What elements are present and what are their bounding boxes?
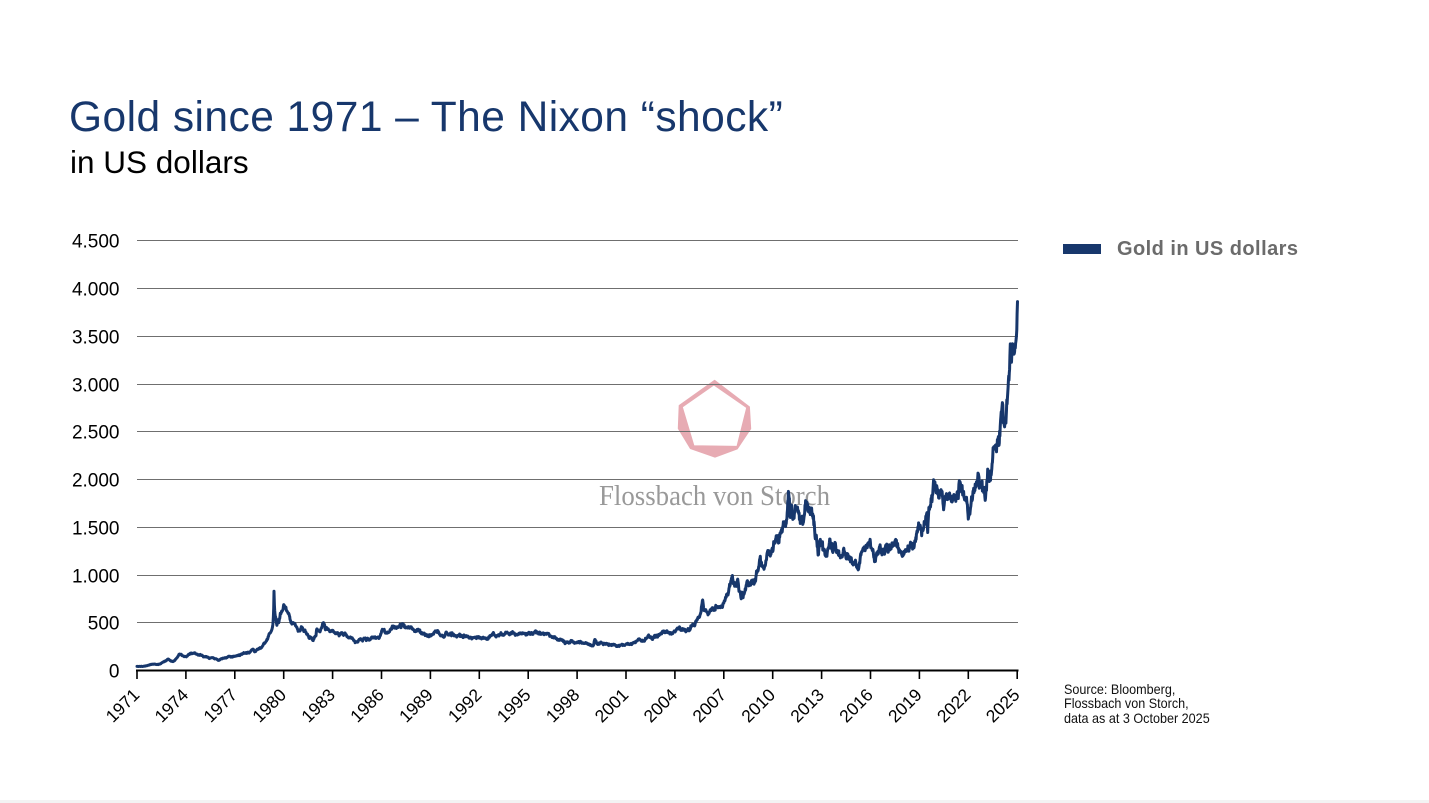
svg-text:2.000: 2.000	[72, 471, 120, 492]
svg-text:4.500: 4.500	[72, 232, 120, 253]
svg-text:3.000: 3.000	[72, 376, 120, 397]
svg-text:4.000: 4.000	[72, 280, 120, 301]
svg-text:2025: 2025	[982, 685, 1024, 727]
svg-text:1974: 1974	[151, 685, 193, 727]
svg-text:2010: 2010	[737, 685, 779, 727]
svg-text:3.500: 3.500	[72, 328, 120, 349]
svg-text:1986: 1986	[346, 685, 388, 727]
svg-text:1.000: 1.000	[72, 567, 120, 588]
svg-text:2004: 2004	[640, 685, 682, 727]
svg-text:2022: 2022	[933, 685, 975, 727]
svg-text:1989: 1989	[395, 685, 437, 727]
svg-text:500: 500	[88, 614, 120, 635]
svg-text:1992: 1992	[444, 685, 486, 727]
svg-text:2007: 2007	[688, 685, 730, 727]
svg-text:1983: 1983	[297, 685, 339, 727]
svg-text:1977: 1977	[199, 685, 241, 727]
svg-text:1998: 1998	[542, 685, 584, 727]
svg-text:1.500: 1.500	[72, 519, 120, 540]
svg-text:2016: 2016	[835, 685, 877, 727]
svg-text:1995: 1995	[493, 685, 535, 727]
svg-text:2013: 2013	[786, 685, 828, 727]
svg-text:2001: 2001	[591, 685, 633, 727]
svg-text:1980: 1980	[248, 685, 290, 727]
svg-text:2019: 2019	[884, 685, 926, 727]
svg-text:1971: 1971	[102, 685, 144, 727]
svg-text:0: 0	[109, 662, 120, 683]
svg-text:2.500: 2.500	[72, 423, 120, 444]
